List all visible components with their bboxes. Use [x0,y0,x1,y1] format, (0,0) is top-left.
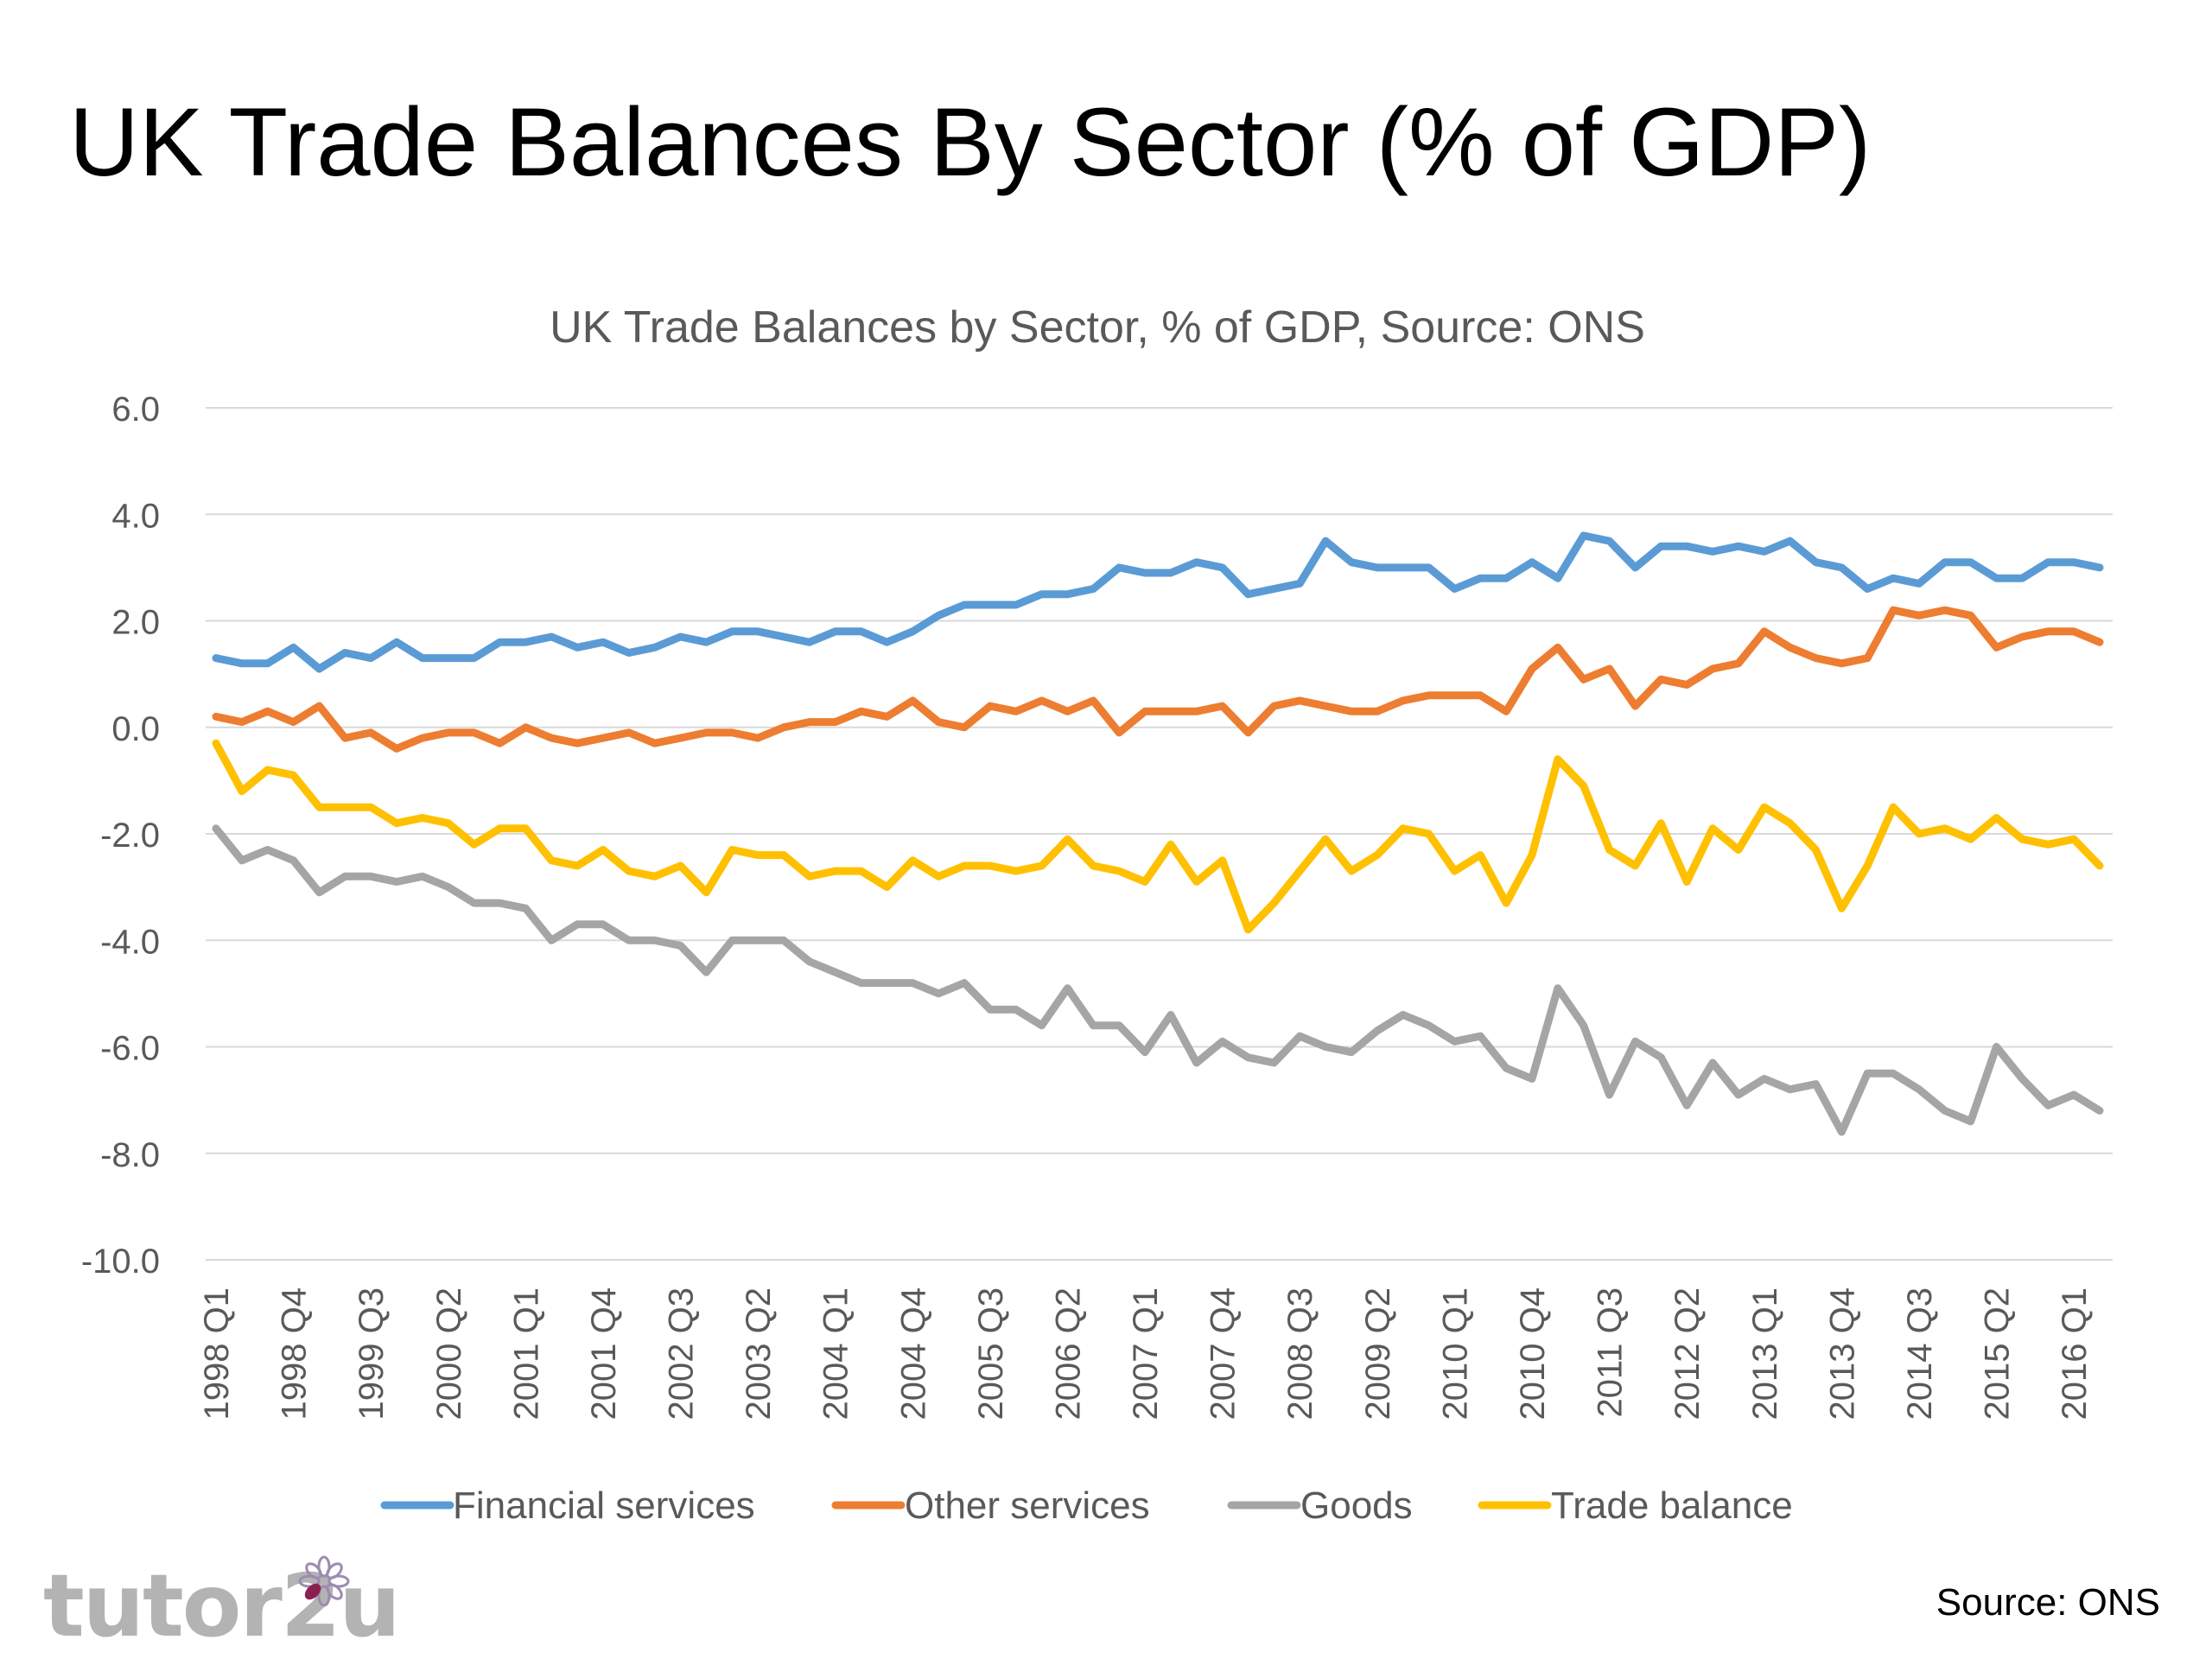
y-tick-label: -4.0 [100,923,160,961]
x-tick-label: 2000 Q2 [430,1287,468,1420]
x-tick-label: 2014 Q3 [1901,1287,1939,1420]
x-tick-label: 2016 Q1 [2056,1287,2094,1420]
x-tick-label: 2009 Q2 [1359,1287,1397,1420]
legend-label: Other services [905,1484,1150,1527]
x-tick-label: 2013 Q4 [1823,1287,1861,1420]
legend-label: Goods [1300,1484,1413,1527]
series-line-other-services [212,606,2104,753]
y-tick-label: 4.0 [111,497,160,535]
x-tick-label: 2010 Q4 [1514,1287,1552,1420]
x-tick-label: 2008 Q3 [1281,1287,1319,1420]
legend-label: Financial services [453,1484,755,1527]
legend-label: Trade balance [1551,1484,1793,1527]
y-tick-label: 2.0 [111,604,160,642]
x-tick-label: 2001 Q1 [507,1287,545,1420]
slide-title: UK Trade Balances By Sector (% of GDP) [69,88,1872,196]
flower-logo-icon [298,1555,350,1607]
y-tick-label: -8.0 [100,1136,160,1174]
x-tick-label: 2004 Q4 [894,1287,932,1420]
series-line-financial-services [212,531,2104,673]
x-tick-label: 2015 Q2 [1979,1287,2017,1420]
x-tick-label: 2012 Q2 [1669,1287,1707,1420]
chart-title: UK Trade Balances by Sector, % of GDP, S… [550,302,1645,353]
x-tick-label: 2003 Q2 [740,1287,778,1420]
x-tick-label: 2001 Q4 [585,1287,623,1420]
x-tick-label: 2002 Q3 [663,1287,701,1420]
x-tick-label: 2007 Q4 [1205,1287,1243,1420]
series-lines [212,531,2104,1136]
y-tick-label: -10.0 [81,1243,160,1281]
y-tick-label: -2.0 [100,817,160,855]
source-note: Source: ONS [1936,1581,2160,1624]
x-tick-label: 2005 Q3 [972,1287,1010,1420]
x-tick-label: 1999 Q3 [353,1287,391,1420]
series-line-goods [212,824,2104,1136]
x-tick-label: 2013 Q1 [1746,1287,1784,1420]
x-tick-label: 1998 Q1 [198,1287,236,1420]
y-tick-label: 0.0 [111,710,160,748]
x-tick-label: 2007 Q1 [1127,1287,1165,1420]
y-axis-tick-labels: 6.0 4.0 2.0 0.0 -2.0 -4.0 -6.0 -8.0 -10.0 [81,391,160,1281]
x-tick-label: 1998 Q4 [276,1287,314,1420]
x-tick-label: 2004 Q1 [817,1287,855,1420]
x-tick-label: 2011 Q3 [1592,1287,1630,1418]
legend: Financial services Other services Goods Tra… [380,1484,1793,1527]
series-line-trade-balance [212,739,2104,934]
y-tick-label: 6.0 [111,391,160,429]
y-tick-label: -6.0 [100,1030,160,1068]
x-tick-label: 2010 Q1 [1436,1287,1474,1420]
x-axis-tick-labels: 1998 Q1 1998 Q4 1999 Q3 2000 Q2 2001 Q1 2001 … [198,1287,2094,1420]
x-tick-label: 2006 Q2 [1049,1287,1087,1420]
